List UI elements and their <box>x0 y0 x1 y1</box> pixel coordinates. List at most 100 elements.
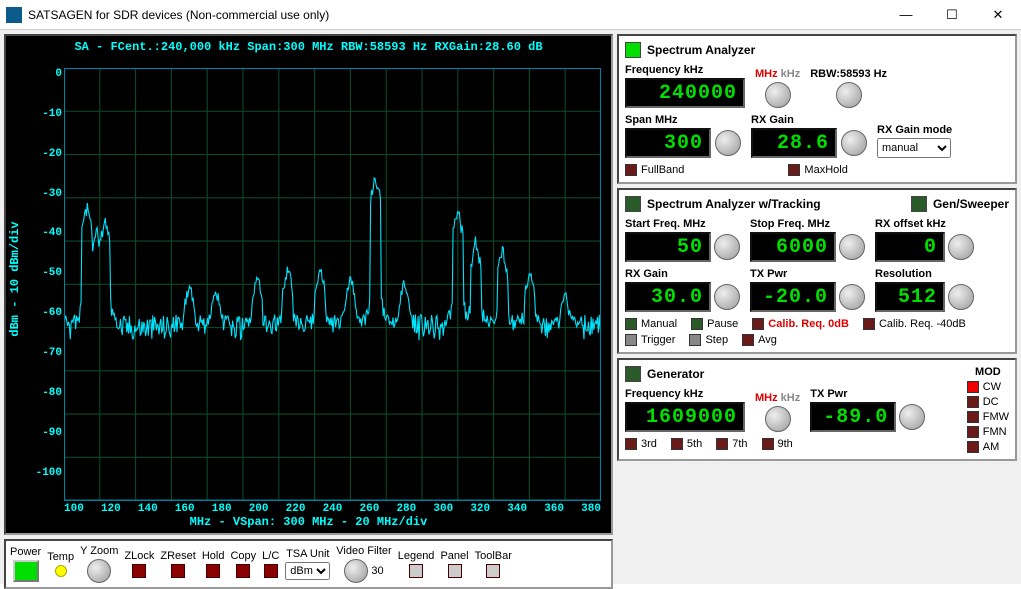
fmn-toggle[interactable] <box>967 426 979 438</box>
rxgain-mode-label: RX Gain mode <box>877 124 952 136</box>
tsa-unit-label: TSA Unit <box>286 548 329 560</box>
power-button[interactable] <box>13 560 39 582</box>
freq-knob[interactable] <box>765 82 791 108</box>
manual-toggle[interactable] <box>625 318 637 330</box>
fmw-label: FMW <box>983 411 1009 423</box>
tsa-unit-select[interactable]: dBm <box>285 562 330 580</box>
avg-toggle[interactable] <box>742 334 754 346</box>
video-filter-label: Video Filter <box>336 545 391 557</box>
fullband-label: FullBand <box>641 164 684 176</box>
gen-freq-label: Frequency kHz <box>625 388 745 400</box>
span-knob[interactable] <box>715 130 741 156</box>
h9-toggle[interactable] <box>762 438 774 450</box>
rxgain-value[interactable]: 28.6 <box>777 132 829 155</box>
gen-mhz-label: MHz <box>755 392 778 404</box>
video-filter-knob[interactable] <box>344 559 368 583</box>
copy-label: Copy <box>230 550 256 562</box>
cw-toggle[interactable] <box>967 381 979 393</box>
legend-button[interactable] <box>409 564 423 578</box>
freq-value[interactable]: 240000 <box>659 82 737 105</box>
sat-rxgain-value[interactable]: 30.0 <box>651 286 703 309</box>
freq-mhz-label: MHz <box>755 68 778 80</box>
rxgain-mode-select[interactable]: manual <box>877 138 951 158</box>
step-toggle[interactable] <box>689 334 701 346</box>
fmn-label: FMN <box>983 426 1007 438</box>
y-axis-label: dBm - 10 dBm/div <box>6 58 24 501</box>
mod-label: MOD <box>967 366 1009 378</box>
generator-panel: Generator Frequency kHz 1609000 MHz kHz … <box>617 358 1017 461</box>
gensweep-title: Gen/Sweeper <box>933 197 1009 211</box>
gen-freq-knob[interactable] <box>765 406 791 432</box>
dc-toggle[interactable] <box>967 396 979 408</box>
gen-led[interactable] <box>625 366 641 382</box>
gen-khz-label: kHz <box>781 392 801 404</box>
fmw-toggle[interactable] <box>967 411 979 423</box>
start-freq-value[interactable]: 50 <box>677 236 703 259</box>
zlock-label: ZLock <box>124 550 154 562</box>
trigger-toggle[interactable] <box>625 334 637 346</box>
app-icon <box>6 7 22 23</box>
span-value[interactable]: 300 <box>664 132 703 155</box>
fullband-toggle[interactable] <box>625 164 637 176</box>
legend-label: Legend <box>398 550 435 562</box>
resolution-value[interactable]: 512 <box>898 286 937 309</box>
rxoffset-label: RX offset kHz <box>875 218 974 230</box>
h7-toggle[interactable] <box>716 438 728 450</box>
manual-label: Manual <box>641 318 677 330</box>
resolution-knob[interactable] <box>948 284 974 310</box>
minimize-button[interactable]: — <box>883 0 929 30</box>
zreset-button[interactable] <box>171 564 185 578</box>
pause-label: Pause <box>707 318 738 330</box>
temp-indicator <box>55 565 67 577</box>
sat-txpwr-knob[interactable] <box>839 284 865 310</box>
x-axis-label: MHz - VSpan: 300 MHz - 20 MHz/div <box>6 515 611 533</box>
am-toggle[interactable] <box>967 441 979 453</box>
rxoffset-knob[interactable] <box>948 234 974 260</box>
h5-toggle[interactable] <box>671 438 683 450</box>
panel-button[interactable] <box>448 564 462 578</box>
calib40-toggle[interactable] <box>863 318 875 330</box>
zlock-button[interactable] <box>132 564 146 578</box>
h5-label: 5th <box>687 438 702 450</box>
sat-rxgain-knob[interactable] <box>714 284 740 310</box>
calib0-toggle[interactable] <box>752 318 764 330</box>
sat-led[interactable] <box>625 196 641 212</box>
spectrum-analyzer-panel: Spectrum Analyzer Frequency kHz 240000 M… <box>617 34 1017 184</box>
calib0-label: Calib. Req. 0dB <box>768 318 849 330</box>
yzoom-knob[interactable] <box>87 559 111 583</box>
toolbar-button[interactable] <box>486 564 500 578</box>
close-button[interactable]: ✕ <box>975 0 1021 30</box>
panel-label: Panel <box>440 550 468 562</box>
rbw-knob[interactable] <box>836 82 862 108</box>
sa-tracking-panel: Spectrum Analyzer w/Tracking Gen/Sweeper… <box>617 188 1017 354</box>
lc-button[interactable] <box>264 564 278 578</box>
plot-area[interactable] <box>64 68 601 501</box>
hold-button[interactable] <box>206 564 220 578</box>
gen-txpwr-knob[interactable] <box>899 404 925 430</box>
zreset-label: ZReset <box>160 550 195 562</box>
copy-button[interactable] <box>236 564 250 578</box>
gen-title: Generator <box>647 367 704 381</box>
maxhold-toggle[interactable] <box>788 164 800 176</box>
spectrum-title: SA - FCent.:240,000 kHz Span:300 MHz RBW… <box>6 36 611 58</box>
rxgain-knob[interactable] <box>841 130 867 156</box>
gensweep-led[interactable] <box>911 196 927 212</box>
gen-txpwr-value[interactable]: -89.0 <box>823 406 888 429</box>
pause-toggle[interactable] <box>691 318 703 330</box>
start-freq-label: Start Freq. MHz <box>625 218 740 230</box>
yzoom-label: Y Zoom <box>80 545 118 557</box>
stop-freq-value[interactable]: 6000 <box>776 236 828 259</box>
freq-khz-label: kHz <box>781 68 801 80</box>
window-title: SATSAGEN for SDR devices (Non-commercial… <box>28 8 883 22</box>
sat-txpwr-value[interactable]: -20.0 <box>763 286 828 309</box>
sat-txpwr-label: TX Pwr <box>750 268 865 280</box>
gen-freq-value[interactable]: 1609000 <box>646 406 737 429</box>
rxoffset-value[interactable]: 0 <box>924 236 937 259</box>
stop-freq-knob[interactable] <box>839 234 865 260</box>
h3-toggle[interactable] <box>625 438 637 450</box>
maximize-button[interactable]: ☐ <box>929 0 975 30</box>
start-freq-knob[interactable] <box>714 234 740 260</box>
sa-active-led[interactable] <box>625 42 641 58</box>
cw-label: CW <box>983 381 1001 393</box>
power-label: Power <box>10 546 41 558</box>
